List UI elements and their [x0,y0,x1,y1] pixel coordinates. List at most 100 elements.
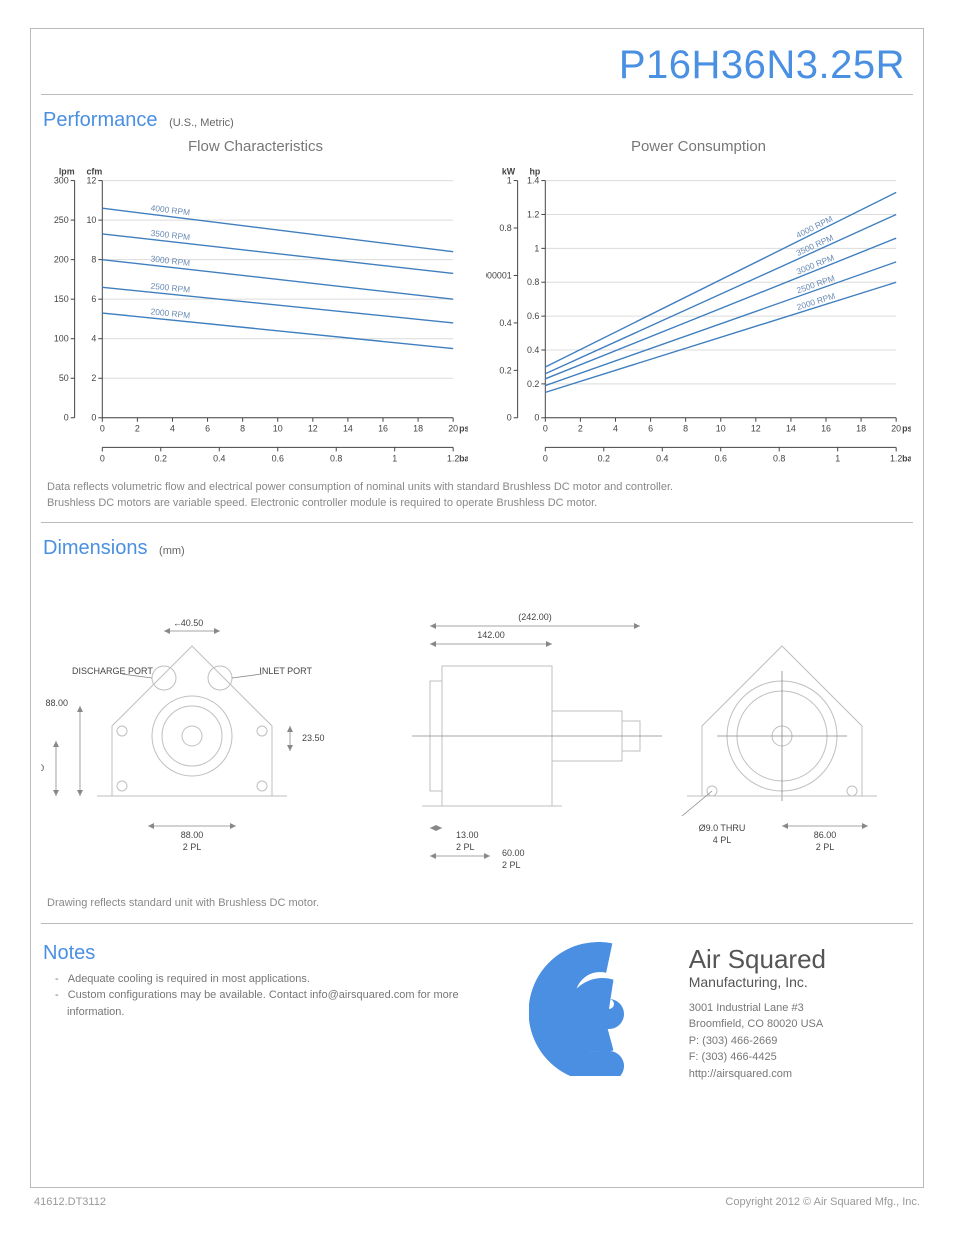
power-chart-svg: 00.20.40.60000000000000010.8100.20.40.60… [486,159,911,469]
svg-text:1: 1 [507,176,512,186]
svg-text:40.50: 40.50 [181,618,204,628]
svg-text:DISCHARGE PORT: DISCHARGE PORT [72,666,153,676]
dimensions-units: (mm) [159,545,185,557]
svg-text:0.6: 0.6 [527,311,539,321]
svg-text:hp: hp [529,167,540,177]
performance-units: (U.S., Metric) [169,117,234,129]
svg-text:cfm: cfm [86,167,102,177]
svg-text:88.00: 88.00 [181,830,204,840]
svg-text:1.2: 1.2 [890,453,902,463]
svg-text:6: 6 [648,424,653,434]
svg-text:0.2: 0.2 [155,453,167,463]
svg-text:0: 0 [543,424,548,434]
svg-text:1.2: 1.2 [527,209,539,219]
svg-text:1.2: 1.2 [447,453,459,463]
svg-text:0.6000000000000001: 0.6000000000000001 [486,270,512,280]
flow-chart-svg: 050100150200250300024681012lpmcfm0246810… [43,159,468,469]
svg-text:12: 12 [308,424,318,434]
notes-list: Adequate cooling is required in most app… [41,971,511,1021]
svg-text:150: 150 [54,294,69,304]
svg-text:(242.00): (242.00) [518,612,552,622]
svg-text:6: 6 [205,424,210,434]
svg-text:14: 14 [343,424,353,434]
svg-text:←: ← [173,618,182,628]
svg-text:0.6: 0.6 [715,453,727,463]
svg-text:14: 14 [786,424,796,434]
svg-text:0.4: 0.4 [213,453,225,463]
svg-text:0.4: 0.4 [656,453,668,463]
power-chart: Power Consumption 00.20.40.6000000000000… [486,138,911,474]
svg-text:0.8: 0.8 [527,277,539,287]
svg-text:6: 6 [91,294,96,304]
company-phone: P: (303) 466-2669 [689,1035,778,1047]
svg-text:200: 200 [54,255,69,265]
svg-text:8: 8 [91,255,96,265]
svg-text:0: 0 [100,453,105,463]
perf-note-line2: Brushless DC motors are variable speed. … [47,497,597,509]
svg-text:2 PL: 2 PL [816,842,835,852]
company-addr2: Broomfield, CO 80020 USA [689,1018,824,1030]
svg-text:86.00: 86.00 [814,830,837,840]
svg-text:psig: psig [459,424,468,434]
svg-text:0: 0 [543,453,548,463]
part-number-title: P16H36N3.25R [41,39,913,95]
svg-text:2 PL: 2 PL [502,860,521,870]
svg-text:psig: psig [902,424,911,434]
svg-text:4: 4 [170,424,175,434]
svg-text:12: 12 [86,176,96,186]
dimensions-heading-text: Dimensions [43,537,147,559]
svg-text:4 PL: 4 PL [713,835,732,845]
perf-note-line1: Data reflects volumetric flow and electr… [47,481,673,493]
svg-text:13.00: 13.00 [456,830,479,840]
svg-text:lpm: lpm [59,167,75,177]
company-url: http://airsquared.com [689,1068,792,1080]
company-logo [529,936,689,1076]
svg-text:23.50: 23.50 [302,733,325,743]
svg-text:bar: bar [902,453,911,463]
svg-text:1: 1 [392,453,397,463]
notes-heading: Notes [41,936,511,971]
flow-chart: Flow Characteristics 0501001502002503000… [43,138,468,474]
svg-text:0: 0 [91,413,96,423]
svg-text:18: 18 [413,424,423,434]
svg-text:10: 10 [273,424,283,434]
svg-text:0.4: 0.4 [527,345,539,355]
performance-heading-text: Performance [43,109,158,131]
copyright: Copyright 2012 © Air Squared Mfg., Inc. [725,1196,920,1208]
company-address: 3001 Industrial Lane #3 Broomfield, CO 8… [689,1000,826,1083]
svg-text:8: 8 [683,424,688,434]
svg-text:77.00: 77.00 [41,763,44,773]
svg-text:0.8: 0.8 [499,223,511,233]
svg-text:142.00: 142.00 [477,630,505,640]
svg-text:1: 1 [835,453,840,463]
svg-text:100: 100 [54,334,69,344]
svg-text:88.00: 88.00 [45,698,68,708]
svg-text:4: 4 [91,334,96,344]
svg-text:12: 12 [751,424,761,434]
svg-text:0: 0 [64,413,69,423]
svg-text:0.8: 0.8 [773,453,785,463]
svg-text:INLET PORT: INLET PORT [259,666,312,676]
svg-text:1.4: 1.4 [527,176,539,186]
svg-text:bar: bar [459,453,468,463]
dimensions-heading: Dimensions (mm) [41,523,913,566]
svg-text:16: 16 [821,424,831,434]
svg-text:20: 20 [891,424,901,434]
company-sub: Manufacturing, Inc. [689,974,826,990]
svg-text:0.2: 0.2 [527,379,539,389]
svg-text:0.8: 0.8 [330,453,342,463]
svg-text:60.00: 60.00 [502,848,525,858]
svg-text:50: 50 [59,373,69,383]
svg-text:4: 4 [613,424,618,434]
svg-text:kW: kW [502,167,516,177]
svg-text:0: 0 [100,424,105,434]
dimensions-svg: DISCHARGE PORT INLET PORT 40.50← 88.00 23.50… [41,566,913,896]
company-fax: F: (303) 466-4425 [689,1051,777,1063]
performance-note: Data reflects volumetric flow and electr… [41,474,913,523]
note-item: Custom configurations may be available. … [53,987,511,1020]
svg-text:0.4: 0.4 [499,318,511,328]
svg-text:2: 2 [91,373,96,383]
svg-text:10: 10 [716,424,726,434]
svg-text:300: 300 [54,176,69,186]
svg-text:18: 18 [856,424,866,434]
